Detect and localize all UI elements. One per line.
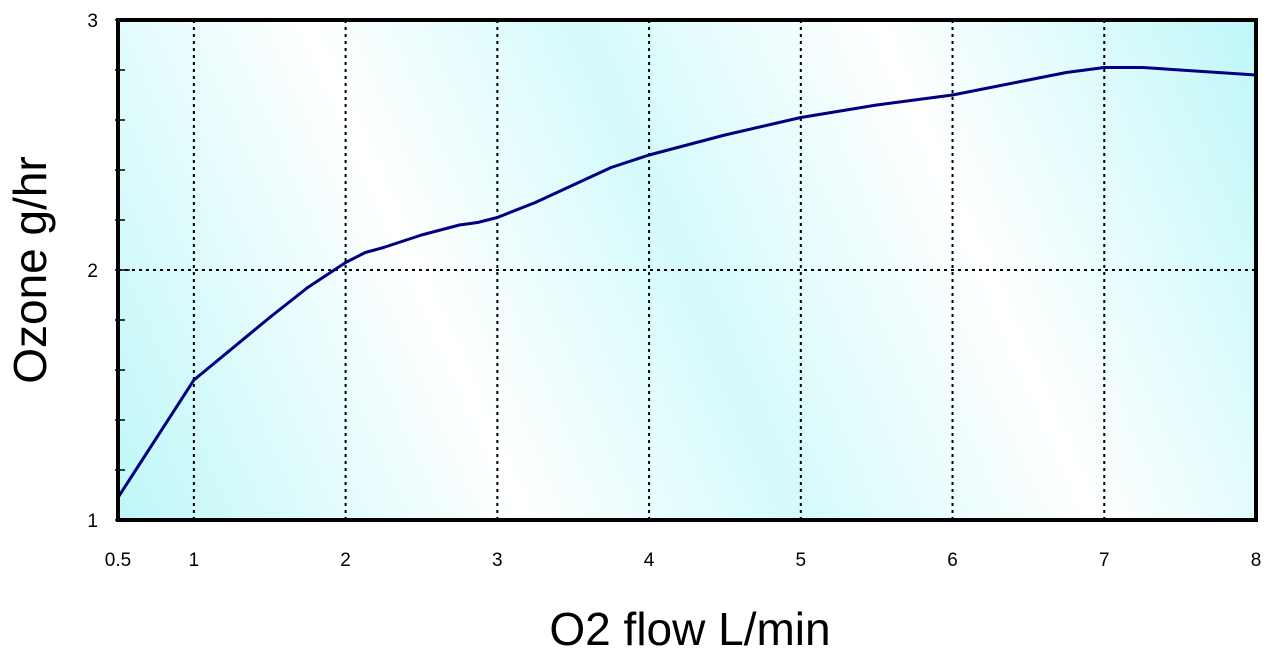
data-point xyxy=(723,133,727,137)
data-point xyxy=(495,216,499,219)
data-point xyxy=(382,246,386,249)
data-point xyxy=(1178,68,1182,72)
data-point xyxy=(306,286,310,289)
data-point xyxy=(647,153,651,157)
y-tick-label: 2 xyxy=(87,261,98,282)
x-tick-label: 8 xyxy=(1251,550,1262,571)
data-point xyxy=(192,378,196,382)
plot-frame xyxy=(116,18,1258,522)
x-tick-label: 6 xyxy=(947,550,958,571)
data-point xyxy=(875,103,879,107)
data-point xyxy=(533,201,537,204)
data-point xyxy=(913,98,917,102)
data-point xyxy=(1102,66,1106,69)
data-point xyxy=(1140,66,1144,69)
data-point xyxy=(476,221,480,224)
data-point xyxy=(419,233,423,237)
data-point xyxy=(1064,71,1068,74)
x-tick-label: 2 xyxy=(340,550,351,571)
data-point xyxy=(1026,78,1030,82)
data-point xyxy=(268,316,272,319)
y-tick-label: 1 xyxy=(87,511,98,532)
data-point xyxy=(571,183,575,187)
x-tick-label: 4 xyxy=(644,550,655,571)
data-point xyxy=(951,93,955,97)
data-point xyxy=(344,261,348,264)
x-tick-label: 3 xyxy=(492,550,503,571)
x-tick-labels: 0.5 1 2 3 4 5 6 7 8 xyxy=(105,550,1262,571)
data-point xyxy=(799,116,803,119)
y-tick-labels: 1 2 3 xyxy=(87,11,98,532)
y-axis-title: Ozone g/hr xyxy=(4,156,56,384)
x-tick-label: 1 xyxy=(189,550,200,571)
grid-lines xyxy=(118,20,1256,520)
y-tick-label: 3 xyxy=(87,11,98,32)
data-point xyxy=(1216,71,1220,74)
data-point xyxy=(363,251,367,254)
data-point xyxy=(457,223,461,227)
data-point xyxy=(609,166,613,169)
x-axis-title: O2 flow L/min xyxy=(549,603,830,655)
data-point xyxy=(988,86,992,89)
x-tick-label: 7 xyxy=(1099,550,1110,571)
x-tick-label: 0.5 xyxy=(105,550,131,571)
data-points xyxy=(116,66,1258,499)
series-line-ozone xyxy=(116,66,1257,499)
x-tick-label: 5 xyxy=(796,550,807,571)
